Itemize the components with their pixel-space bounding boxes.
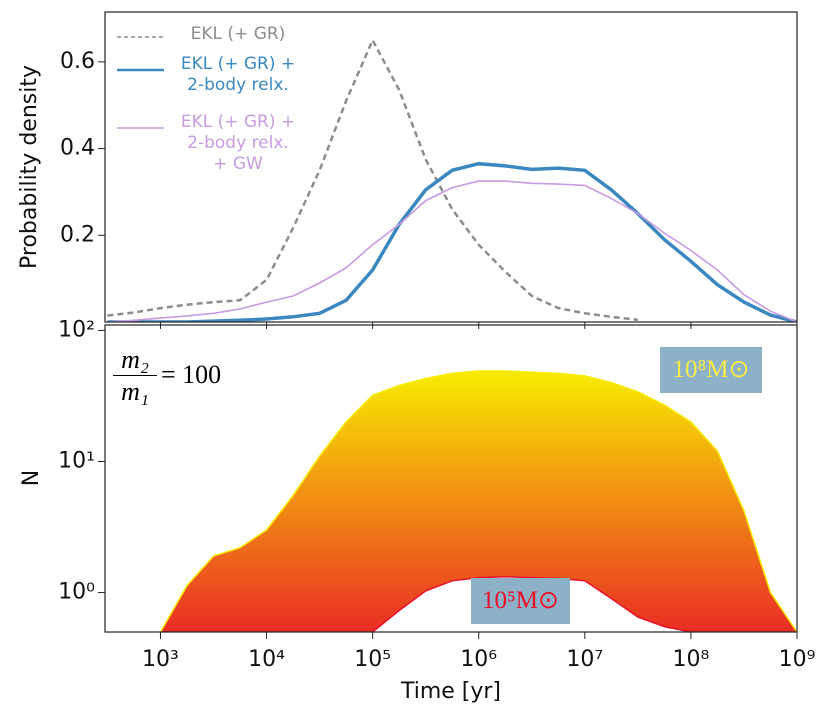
upper-curve <box>159 370 797 632</box>
axes-frame <box>104 324 798 633</box>
x-tick-label: 10⁷ <box>566 647 603 672</box>
y-tick-label: 10⁰ <box>58 580 95 605</box>
series-line <box>107 37 639 322</box>
x-tick-label: 10⁴ <box>248 647 285 672</box>
top-mass-label: 10⁸M⊙ <box>660 347 762 393</box>
fraction-bar <box>113 375 157 376</box>
legend-label: EKL (+ GR) + 2-body relx. <box>180 54 296 95</box>
series-line <box>107 180 797 322</box>
x-tick-label: 10⁵ <box>354 647 391 672</box>
x-tick-label: 10⁸ <box>672 647 709 672</box>
ratio-value: = 100 <box>161 360 222 389</box>
ratio-numerator: m₂ <box>121 345 149 374</box>
x-tick-label: 10⁹ <box>779 647 816 672</box>
y-tick-label: 0.2 <box>60 222 95 247</box>
x-axis-label: Time [yr] <box>400 679 501 704</box>
legend-label: EKL (+ GR) <box>190 24 286 44</box>
y-tick-label: 0.6 <box>60 49 95 74</box>
legend-label: EKL (+ GR) + 2-body relx. + GW <box>180 112 296 174</box>
x-tick-label: 10³ <box>142 647 179 672</box>
y-axis-label: N <box>19 470 44 486</box>
series-line <box>107 161 797 322</box>
y-tick-label: 10² <box>58 317 95 342</box>
axes-frame <box>104 11 798 323</box>
plot-area <box>159 370 797 632</box>
ratio-denominator: m₁ <box>121 377 149 406</box>
plot-area <box>107 37 797 322</box>
x-tick-label: 10⁶ <box>460 647 497 672</box>
lower-curve <box>372 575 692 632</box>
y-axis-label: Probability density <box>17 65 42 269</box>
y-tick-label: 10¹ <box>58 448 95 473</box>
bottom-mass-label: 10⁵M⊙ <box>471 578 570 624</box>
y-tick-label: 0.4 <box>60 136 95 161</box>
fan-area <box>160 371 797 632</box>
